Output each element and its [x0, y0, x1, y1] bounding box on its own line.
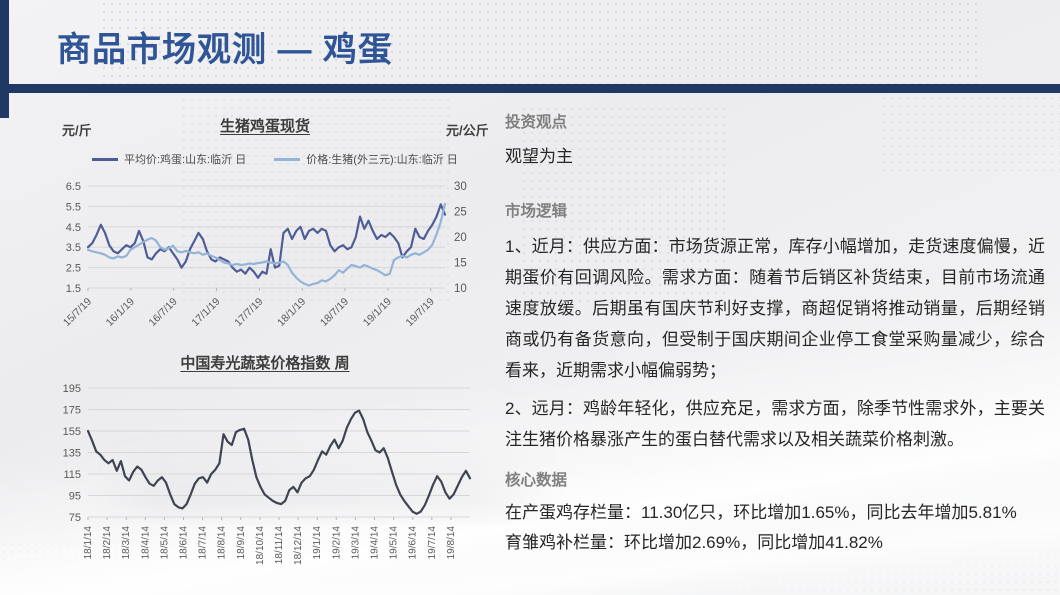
- y-tick-label: 195: [63, 383, 81, 395]
- x-tick-label: 19/7/19: [404, 296, 437, 329]
- core-data-line-2: 育雏鸡补栏量：环比增加2.69%，同比增加41.82%: [505, 533, 883, 552]
- y-tick-label: 6.5: [66, 181, 81, 193]
- x-tick-label: 18/12/14: [293, 526, 304, 565]
- x-tick-label: 18/3/14: [121, 526, 132, 560]
- y-tick-label-right: 20: [454, 232, 467, 244]
- y-tick-label: 95: [69, 491, 81, 503]
- y-tick-label-right: 25: [454, 207, 467, 219]
- legend-line-swatch: [92, 157, 118, 161]
- chart1-unit-right: 元/公斤: [446, 123, 489, 138]
- x-tick-label: 18/10/14: [255, 526, 266, 565]
- x-tick-label: 18/7/19: [318, 296, 351, 329]
- legend-item: 平均价:鸡蛋:山东:临沂 日: [92, 151, 246, 167]
- x-tick-label: 18/11/14: [274, 526, 285, 565]
- x-tick-label: 18/8/14: [217, 526, 228, 560]
- core-data-line-1: 在产蛋鸡存栏量：11.30亿只，环比增加1.65%，同比去年增加5.81%: [505, 503, 1017, 522]
- y-tick-label: 75: [69, 512, 81, 524]
- left-accent-bar: [0, 0, 9, 118]
- x-tick-label: 18/4/14: [140, 526, 151, 560]
- x-tick-label: 18/7/14: [198, 526, 209, 560]
- x-tick-label: 19/1/19: [361, 296, 394, 329]
- x-tick-label: 19/8/14: [446, 526, 457, 560]
- spot-price-chart: 6.5 5.5 4.5 3.5 2.5 1.5 30 25 20 15 10 15/7/19 16/1/…: [61, 181, 467, 329]
- x-tick-label: 18/9/14: [236, 526, 247, 560]
- x-tick-label: 17/7/19: [232, 296, 265, 329]
- x-tick-label: 18/5/14: [159, 526, 170, 560]
- legend-label: 价格:生猪(外三元):山东:临沂 日: [306, 154, 458, 166]
- legend-item: 价格:生猪(外三元):山东:临沂 日: [274, 151, 458, 167]
- x-tick-label: 18/1/14: [83, 526, 94, 560]
- x-tick-label: 19/5/14: [389, 526, 400, 560]
- x-tick-label: 19/7/14: [427, 526, 438, 560]
- core-data-header: 核心数据: [505, 472, 568, 489]
- legend-label: 平均价:鸡蛋:山东:临沂 日: [124, 154, 247, 166]
- y-tick-label: 5.5: [66, 201, 81, 213]
- market-logic-paragraph-1: 1、近月：供应方面：市场货源正常，库存小幅增加，走货速度偏慢，近期蛋价有回调风险…: [505, 237, 1045, 380]
- y-tick-label: 135: [63, 448, 81, 460]
- y-tick-label-right: 30: [454, 181, 467, 193]
- x-tick-label: 19/6/14: [408, 526, 419, 560]
- x-tick-label: 15/7/19: [61, 296, 94, 329]
- legend-line-swatch: [274, 157, 301, 161]
- y-tick-label-right: 15: [454, 258, 467, 270]
- x-tick-label: 17/1/19: [189, 296, 222, 329]
- page-title: 商品市场观测 — 鸡蛋: [57, 31, 393, 69]
- y-tick-label: 2.5: [66, 263, 81, 275]
- x-tick-label: 18/6/14: [179, 526, 190, 560]
- series-line: [86, 202, 447, 287]
- y-tick-label: 4.5: [66, 222, 81, 234]
- chart1-unit-left: 元/斤: [62, 123, 92, 138]
- market-logic-header: 市场逻辑: [505, 203, 568, 220]
- y-tick-label: 155: [63, 426, 81, 438]
- market-logic-paragraph-2: 2、远月：鸡龄年轻化，供应充足，需求方面，除季节性需求外，主要关注生猪价格暴涨产…: [505, 399, 1045, 449]
- title-underline-bar: [0, 84, 1060, 93]
- investment-view-body: 观望为主: [505, 147, 573, 166]
- series-line: [86, 203, 447, 279]
- x-tick-label: 19/4/14: [370, 526, 381, 560]
- x-tick-label: 19/1/14: [312, 526, 323, 560]
- analysis-panel: 投资观点 观望为主 市场逻辑 1、近月：供应方面：市场货源正常，库存小幅增加，走…: [505, 110, 1045, 558]
- chart2-title: 中国寿光蔬菜价格指数 周: [180, 355, 350, 372]
- chart1-title: 生猪鸡蛋现货: [219, 118, 310, 135]
- x-tick-label: 19/2/14: [331, 526, 342, 560]
- investment-view-header: 投资观点: [505, 114, 568, 131]
- x-tick-label: 18/2/14: [102, 526, 113, 560]
- y-tick-label: 1.5: [66, 283, 81, 295]
- y-tick-label-right: 10: [454, 283, 467, 295]
- x-tick-label: 18/1/19: [275, 296, 308, 329]
- x-tick-label: 16/7/19: [147, 296, 180, 329]
- y-tick-label: 115: [63, 469, 81, 481]
- y-tick-label: 3.5: [66, 242, 81, 254]
- y-tick-label: 175: [63, 405, 81, 417]
- x-tick-label: 16/1/19: [104, 296, 137, 329]
- series-line: [86, 409, 472, 515]
- x-tick-label: 19/3/14: [350, 526, 361, 560]
- chart1-legend: 平均价:鸡蛋:山东:临沂 日 价格:生猪(外三元):山东:临沂 日: [92, 151, 458, 167]
